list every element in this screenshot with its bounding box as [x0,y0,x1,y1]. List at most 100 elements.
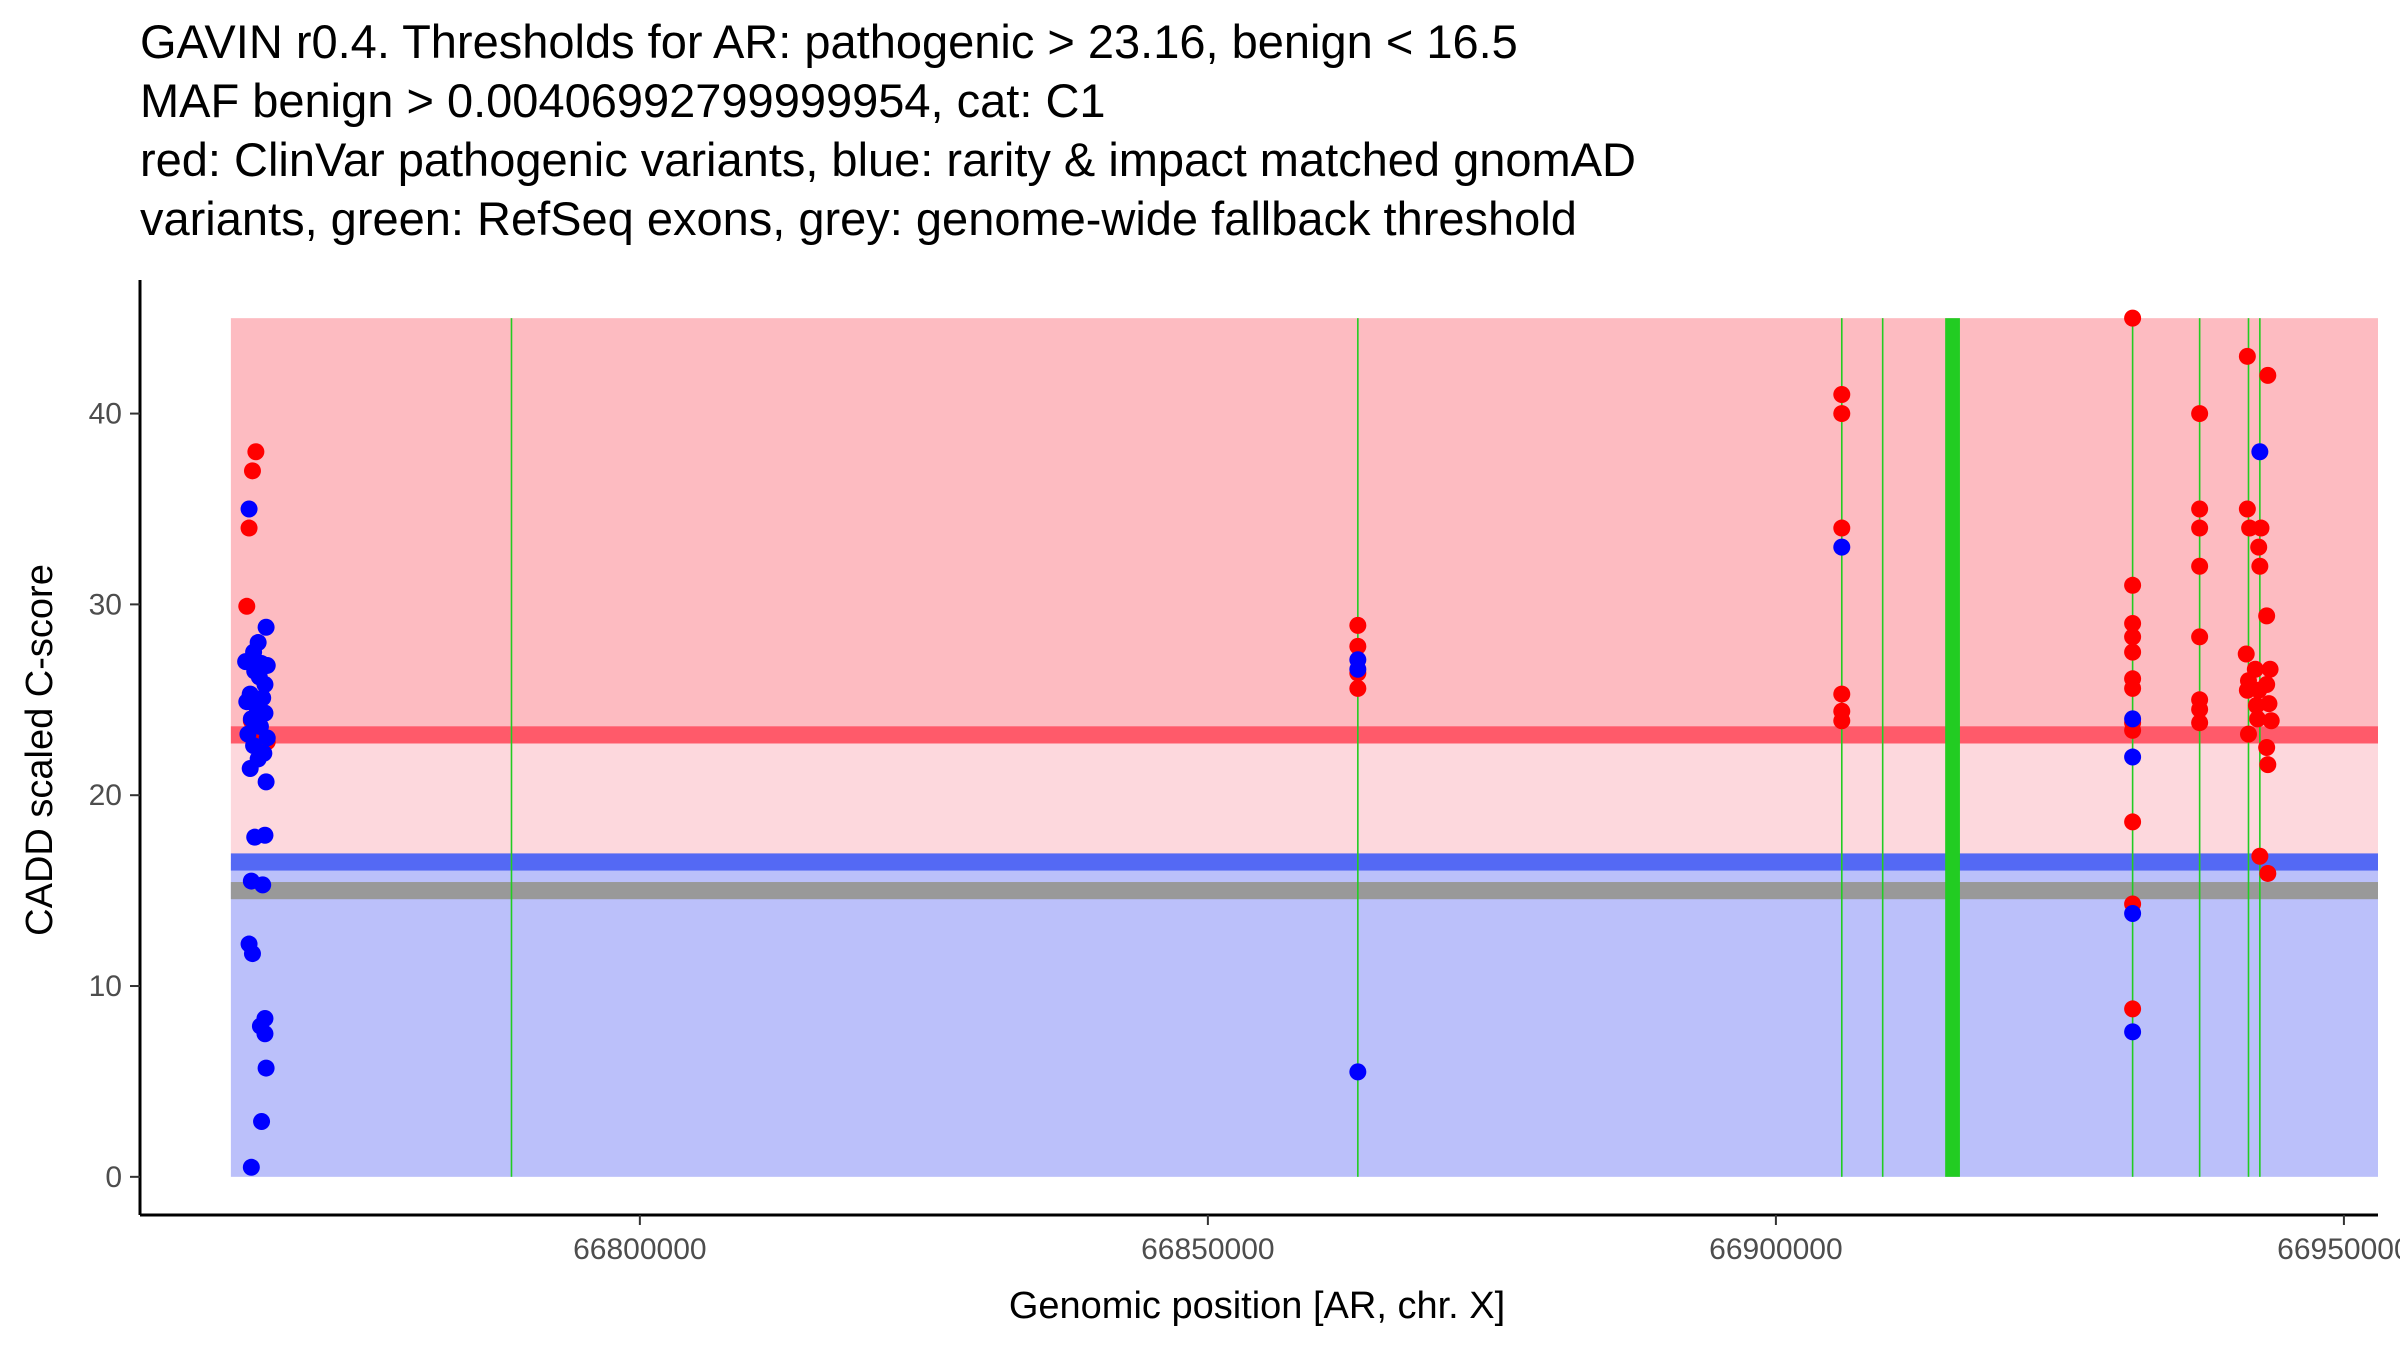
clinvar-pathogenic-point [1349,679,1367,697]
gnomad-matched-point [2124,905,2142,923]
clinvar-pathogenic-point [2246,660,2264,678]
clinvar-pathogenic-point [2124,813,2142,831]
clinvar-pathogenic-point [2191,519,2209,537]
gnomad-matched-point [2124,748,2142,766]
exon-line [2247,318,2250,1177]
title-line-3: red: ClinVar pathogenic variants, blue: … [140,133,1636,186]
clinvar-pathogenic-point [240,519,258,537]
title-line-2: MAF benign > 0.00406992799999954, cat: C… [140,74,1106,127]
clinvar-pathogenic-point [2251,847,2269,865]
pathogenic-threshold-line [230,726,2378,744]
clinvar-pathogenic-point [1833,519,1851,537]
y-tick-label: 10 [89,970,122,1003]
clinvar-pathogenic-point [1349,616,1367,634]
exon-line [1357,318,1359,1177]
clinvar-pathogenic-point [2237,645,2255,663]
clinvar-pathogenic-point [2124,679,2142,697]
gnomad-matched-point [240,500,258,518]
clinvar-pathogenic-point [2239,725,2257,743]
clinvar-pathogenic-point [243,462,261,480]
clinvar-pathogenic-point [2191,500,2209,518]
gnomad-matched-point [2251,443,2269,461]
x-tick-label: 66800000 [573,1233,706,1266]
exon-line [1881,318,1884,1177]
gnomad-matched-point [258,729,276,747]
gnomad-matched-point [257,1059,275,1077]
clinvar-pathogenic-point [247,443,265,461]
clinvar-pathogenic-point [2258,676,2276,694]
uncertain-zone [230,734,2378,862]
gnomad-matched-point [256,676,274,694]
clinvar-pathogenic-point [2259,756,2277,774]
x-axis-ticks: 66800000 66850000 66900000 66950000 [573,1215,2400,1266]
clinvar-pathogenic-point [2191,700,2209,718]
clinvar-pathogenic-point [1833,385,1851,403]
gnomad-matched-point [242,1158,260,1176]
x-tick-label: 66850000 [1141,1233,1274,1266]
clinvar-pathogenic-point [2124,628,2142,646]
clinvar-pathogenic-point [2124,614,2142,632]
exon-line [510,318,513,1177]
clinvar-pathogenic-point [2191,405,2209,423]
clinvar-pathogenic-point [2260,695,2278,713]
exon-line [1840,318,1843,1177]
y-tick-label: 20 [89,779,122,812]
clinvar-pathogenic-point [2258,607,2276,625]
clinvar-pathogenic-point [2249,710,2267,728]
gnomad-matched-point [1349,1063,1367,1081]
clinvar-pathogenic-point [2259,366,2277,384]
gnomad-matched-point [1833,538,1851,556]
title-line-1: GAVIN r0.4. Thresholds for AR: pathogeni… [140,15,1518,68]
x-tick-label: 66950000 [2277,1233,2400,1266]
exon-line [1945,318,1960,1177]
benign-threshold-line [230,853,2378,871]
benign-zone [230,861,2378,1177]
clinvar-pathogenic-point [2191,628,2209,646]
y-axis-title: CADD scaled C-score [19,564,61,936]
gnomad-matched-point [257,773,275,791]
clinvar-pathogenic-point [2124,309,2142,327]
gnomad-matched-point [256,826,274,844]
clinvar-pathogenic-point [2124,576,2142,594]
y-axis-ticks: 0 10 20 30 40 [89,398,140,1194]
title-line-4: variants, green: RefSeq exons, grey: gen… [140,192,1577,245]
clinvar-pathogenic-point [2247,697,2265,715]
threshold-regions [230,318,2378,1177]
gnomad-matched-point [256,704,274,722]
variant-points [237,309,2280,1176]
x-axis-title: Genomic position [AR, chr. X] [1009,1285,1505,1327]
gnomad-matched-point [241,759,259,777]
gnomad-matched-point [1349,660,1367,678]
x-tick-label: 66900000 [1709,1233,1842,1266]
clinvar-pathogenic-point [2251,557,2269,575]
clinvar-pathogenic-point [2191,714,2209,732]
y-tick-label: 0 [105,1161,122,1194]
clinvar-pathogenic-point [1833,405,1851,423]
gnomad-matched-point [2124,1023,2142,1041]
clinvar-pathogenic-point [2250,538,2268,556]
clinvar-pathogenic-point [2238,500,2256,518]
gnomad-matched-point [243,945,261,963]
gnomad-matched-point [2124,710,2142,728]
exon-line [2131,318,2134,1177]
exon-line [2198,318,2201,1177]
clinvar-pathogenic-point [1833,685,1851,703]
clinvar-pathogenic-point [2258,739,2276,756]
gnomad-matched-point [254,876,272,894]
clinvar-pathogenic-point [2238,347,2256,365]
y-tick-label: 40 [89,398,122,431]
clinvar-pathogenic-point [2124,643,2142,661]
clinvar-pathogenic-point [2262,712,2280,730]
gnomad-matched-point [257,618,275,636]
clinvar-pathogenic-point [1833,712,1851,730]
pathogenic-zone [230,318,2378,735]
fallback-threshold-line [230,882,2378,900]
chart-title: GAVIN r0.4. Thresholds for AR: pathogeni… [140,12,1636,248]
clinvar-pathogenic-point [1349,637,1367,655]
gnomad-matched-point [253,1113,271,1130]
clinvar-pathogenic-point [2259,864,2277,882]
clinvar-pathogenic-point [2261,660,2279,678]
clinvar-pathogenic-point [2252,519,2270,537]
gnomad-matched-point [256,1025,274,1043]
